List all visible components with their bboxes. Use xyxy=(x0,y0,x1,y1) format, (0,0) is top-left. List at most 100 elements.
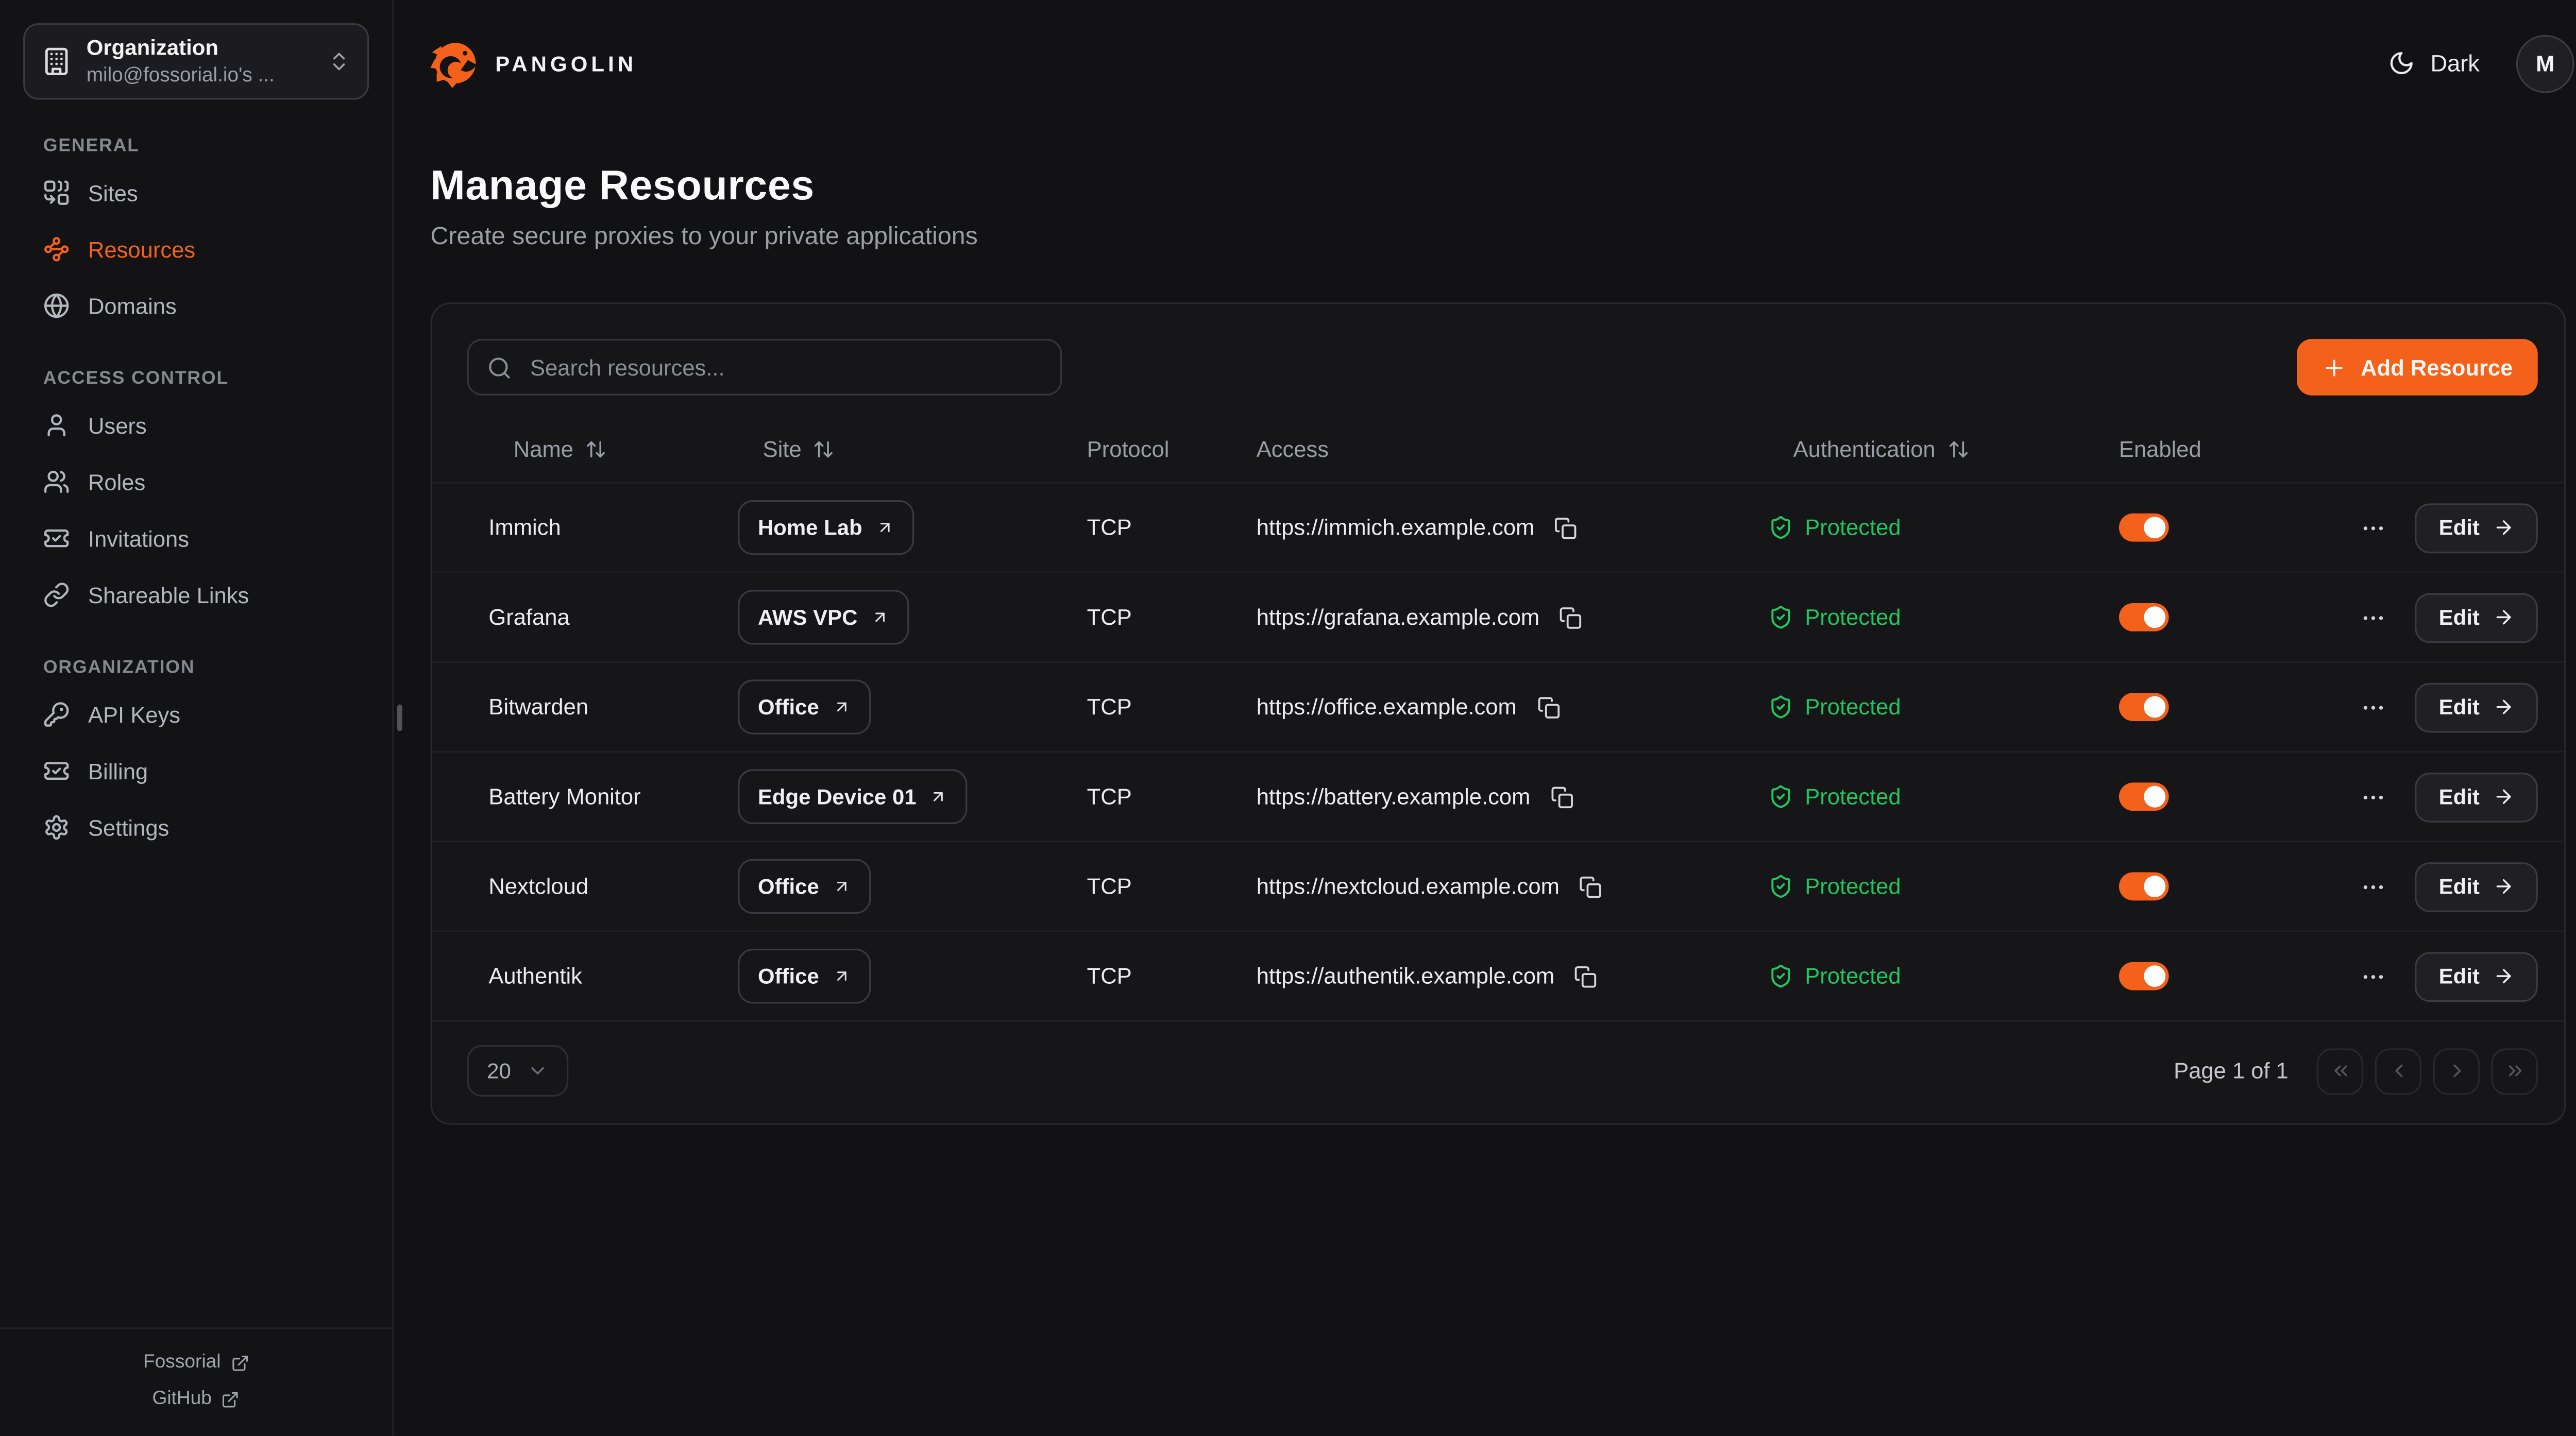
search-icon xyxy=(487,355,512,380)
column-header-protocol: Protocol xyxy=(1087,436,1257,461)
edit-label: Edit xyxy=(2438,694,2480,720)
sidebar-item-api-keys[interactable]: API Keys xyxy=(0,686,392,743)
copy-url-button[interactable] xyxy=(1571,961,1601,991)
next-page-button[interactable] xyxy=(2433,1047,2480,1095)
chevrons-left-icon xyxy=(2329,1060,2351,1082)
copy-url-button[interactable] xyxy=(1533,692,1563,722)
column-label: Protocol xyxy=(1087,436,1170,461)
site-link-button[interactable]: Office xyxy=(738,859,871,914)
sidebar-item-label: Domains xyxy=(88,293,177,318)
row-menu-button[interactable] xyxy=(2358,511,2391,544)
previous-page-button[interactable] xyxy=(2375,1047,2421,1095)
brand: PANGOLIN xyxy=(430,38,637,88)
column-label: Name xyxy=(513,436,573,461)
first-page-button[interactable] xyxy=(2316,1047,2364,1095)
edit-button[interactable]: Edit xyxy=(2415,951,2538,1001)
copy-url-button[interactable] xyxy=(1576,871,1606,901)
copy-url-button[interactable] xyxy=(1551,512,1581,542)
avatar-initial: M xyxy=(2536,50,2555,76)
enabled-toggle[interactable] xyxy=(2119,962,2169,990)
sidebar-item-invitations[interactable]: Invitations xyxy=(0,510,392,567)
resource-name: Authentik xyxy=(488,963,582,989)
copy-icon xyxy=(1580,875,1603,898)
sidebar-item-roles[interactable]: Roles xyxy=(0,454,392,510)
table-header-row: Name Site Protocol Access Authenticati xyxy=(432,415,2565,484)
arrow-right-icon xyxy=(2493,606,2515,628)
resource-name: Grafana xyxy=(488,605,570,630)
sidebar-item-billing[interactable]: Billing xyxy=(0,743,392,799)
theme-toggle-button[interactable]: Dark xyxy=(2382,43,2486,83)
resource-protocol: TCP xyxy=(1087,515,1132,540)
column-header-authentication[interactable]: Authentication xyxy=(1768,436,2119,461)
column-label: Access xyxy=(1256,436,1329,461)
row-menu-button[interactable] xyxy=(2358,690,2391,724)
search-input[interactable] xyxy=(527,353,1042,382)
sidebar-item-sites[interactable]: Sites xyxy=(0,164,392,221)
edit-button[interactable]: Edit xyxy=(2415,502,2538,553)
column-header-site[interactable]: Site xyxy=(738,436,1087,461)
site-label: Edge Device 01 xyxy=(757,784,917,809)
sidebar: Organization milo@fossorial.io's ... GEN… xyxy=(0,0,394,1436)
footer-link-label: GitHub xyxy=(152,1389,212,1410)
shield-check-icon xyxy=(1768,515,1793,540)
enabled-toggle[interactable] xyxy=(2119,782,2169,811)
copy-icon xyxy=(1550,785,1573,808)
arrow-up-right-icon xyxy=(871,608,889,626)
copy-icon xyxy=(1537,695,1560,719)
enabled-toggle[interactable] xyxy=(2119,693,2169,721)
enabled-toggle[interactable] xyxy=(2119,872,2169,901)
add-resource-button[interactable]: Add Resource xyxy=(2297,339,2538,396)
page-size-select[interactable]: 20 xyxy=(467,1045,569,1097)
enabled-toggle[interactable] xyxy=(2119,603,2169,631)
footer-link-label: Fossorial xyxy=(143,1353,221,1373)
ellipsis-icon xyxy=(2361,604,2387,631)
table-row: Battery Monitor Edge Device 01 TCP https… xyxy=(432,753,2565,843)
edit-label: Edit xyxy=(2438,515,2480,540)
sidebar-item-resources[interactable]: Resources xyxy=(0,221,392,278)
row-menu-button[interactable] xyxy=(2358,870,2391,903)
edit-label: Edit xyxy=(2438,784,2480,809)
edit-button[interactable]: Edit xyxy=(2415,772,2538,822)
pangolin-logo-icon xyxy=(430,43,477,88)
edit-label: Edit xyxy=(2438,874,2480,899)
moon-icon xyxy=(2389,50,2416,77)
column-header-name[interactable]: Name xyxy=(488,436,738,461)
edit-button[interactable]: Edit xyxy=(2415,682,2538,732)
footer-link-fossorial[interactable]: Fossorial xyxy=(0,1344,392,1381)
sidebar-item-settings[interactable]: Settings xyxy=(0,799,392,856)
site-link-button[interactable]: Office xyxy=(738,948,871,1004)
user-avatar[interactable]: M xyxy=(2516,34,2574,93)
sidebar-item-domains[interactable]: Domains xyxy=(0,278,392,334)
site-label: Office xyxy=(757,694,819,720)
resources-table: Name Site Protocol Access Authenticati xyxy=(432,415,2565,1022)
arrow-right-icon xyxy=(2493,696,2515,718)
site-link-button[interactable]: Edge Device 01 xyxy=(738,769,968,824)
copy-url-button[interactable] xyxy=(1547,782,1577,812)
resource-protocol: TCP xyxy=(1087,694,1132,720)
column-label: Enabled xyxy=(2119,436,2201,461)
arrow-right-icon xyxy=(2493,965,2515,987)
site-link-button[interactable]: AWS VPC xyxy=(738,590,909,645)
copy-url-button[interactable] xyxy=(1556,602,1586,632)
edit-button[interactable]: Edit xyxy=(2415,592,2538,642)
org-selector[interactable]: Organization milo@fossorial.io's ... xyxy=(23,23,369,100)
sidebar-item-shareable-links[interactable]: Shareable Links xyxy=(0,567,392,623)
enabled-toggle[interactable] xyxy=(2119,513,2169,542)
edit-label: Edit xyxy=(2438,963,2480,989)
site-link-button[interactable]: Home Lab xyxy=(738,500,914,555)
sidebar-item-label: Roles xyxy=(88,469,146,494)
plus-icon xyxy=(2323,355,2347,380)
sidebar-scrollbar-thumb[interactable] xyxy=(397,704,402,731)
row-menu-button[interactable] xyxy=(2358,601,2391,634)
resource-protocol: TCP xyxy=(1087,963,1132,989)
add-resource-label: Add Resource xyxy=(2361,354,2513,380)
edit-button[interactable]: Edit xyxy=(2415,861,2538,912)
shield-check-icon xyxy=(1768,605,1793,629)
sidebar-item-users[interactable]: Users xyxy=(0,397,392,454)
footer-link-github[interactable]: GitHub xyxy=(0,1381,392,1417)
arrow-right-icon xyxy=(2493,876,2515,897)
site-link-button[interactable]: Office xyxy=(738,679,871,734)
last-page-button[interactable] xyxy=(2491,1047,2538,1095)
row-menu-button[interactable] xyxy=(2358,780,2391,814)
row-menu-button[interactable] xyxy=(2358,960,2391,993)
